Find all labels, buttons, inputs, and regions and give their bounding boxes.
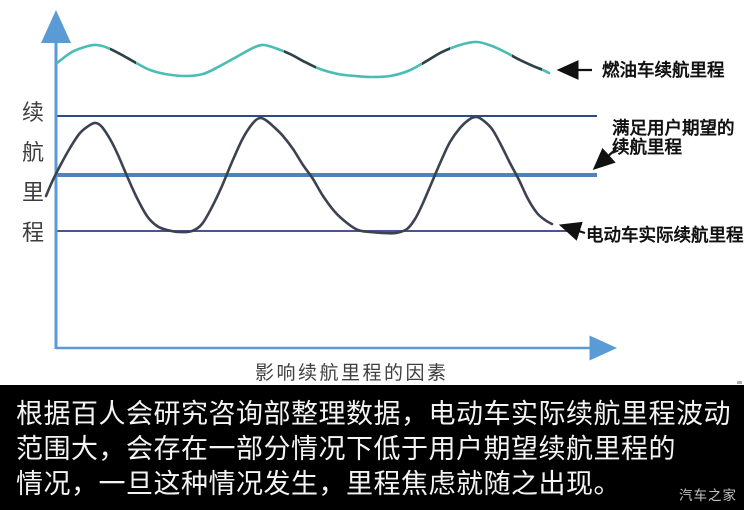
ev-series-label: 电动车实际续航里程 [586, 225, 744, 245]
chart-plot [41, 10, 617, 361]
expected-range-label: 满足用户期望的 续航里程 [612, 119, 735, 157]
y-axis-title: 续 航 里 程 [20, 93, 46, 253]
y-axis-title-char: 里 [21, 180, 44, 205]
caption-banner: 根据百人会研究咨询部整理数据，电动车实际续航里程波动 范围大，会存在一部分情况下… [0, 385, 744, 510]
caption-line-1: 根据百人会研究咨询部整理数据，电动车实际续航里程波动 [16, 399, 731, 429]
caption-line-2: 范围大，会存在一部分情况下低于用户期望续航里程的 [16, 434, 676, 464]
x-axis-title: 影响续航里程的因素 [255, 363, 449, 384]
y-axis-title-char: 续 [21, 100, 44, 125]
fuel-series-label: 燃油车续航里程 [602, 60, 725, 80]
watermark-autohome: 汽车之家 [679, 488, 737, 503]
chart-area: 续 航 里 程 影响续航里程的因素 燃油车续航里程 满足用户期望的 续航里程 电… [20, 10, 744, 384]
caption-line-3: 情况，一旦这种情况发生，里程焦虑就随之出现。 [16, 469, 621, 499]
expected-range-label-line2: 续航里程 [612, 137, 682, 157]
expected-range-label-line1: 满足用户期望的 [612, 118, 735, 138]
y-axis-title-char: 航 [21, 140, 44, 165]
corner-artifact [737, 381, 742, 384]
y-axis-title-char: 程 [21, 220, 44, 245]
